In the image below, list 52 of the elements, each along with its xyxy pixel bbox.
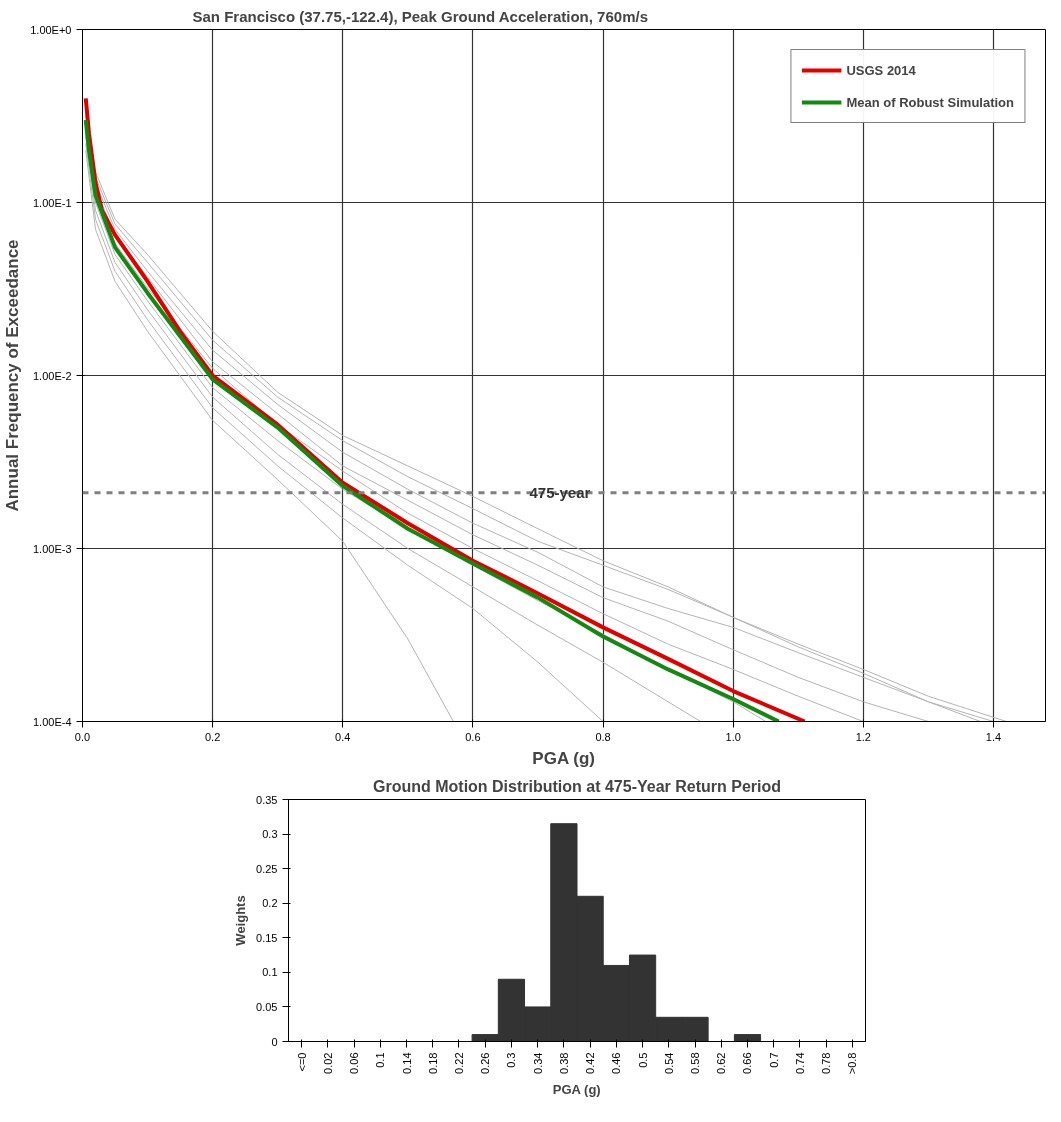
- x-tick-label: 0.0: [74, 730, 91, 743]
- x-tick-label: 0.42: [584, 1052, 597, 1074]
- ref-line-label: 475-year: [529, 483, 591, 501]
- y-tick-label: 0.15: [256, 931, 278, 944]
- y-tick-label: 1.00E-3: [32, 542, 72, 555]
- y-tick-label: 1.00E-4: [32, 715, 72, 728]
- x-tick-label: 0.06: [348, 1052, 361, 1074]
- x-tick-label: 0.6: [465, 730, 481, 743]
- x-tick-label: <=0: [295, 1052, 308, 1072]
- y-tick-label: 0.1: [262, 966, 278, 979]
- legend-label: USGS 2014: [846, 62, 916, 78]
- x-axis-title: PGA (g): [552, 1082, 601, 1098]
- legend-label: Mean of Robust Simulation: [846, 94, 1014, 110]
- y-tick-label: 0.05: [256, 1000, 278, 1013]
- x-tick-label: 0.78: [820, 1052, 833, 1074]
- x-tick-label: 0.14: [400, 1052, 413, 1074]
- x-tick-label: 0.34: [531, 1052, 544, 1074]
- y-tick-label: 0.3: [262, 828, 278, 841]
- x-tick-label: 0.7: [767, 1052, 780, 1068]
- x-tick-label: 0.02: [321, 1052, 334, 1074]
- y-tick-label: 0.2: [262, 897, 278, 910]
- x-tick-label: 0.58: [689, 1052, 702, 1074]
- y-tick-label: 0: [271, 1035, 278, 1048]
- x-tick-label: 0.54: [662, 1052, 675, 1074]
- x-tick-label: 0.22: [452, 1052, 465, 1074]
- x-tick-label: 0.46: [610, 1052, 623, 1074]
- x-tick-label: >0.8: [846, 1052, 859, 1075]
- chart-title: San Francisco (37.75,-122.4), Peak Ground Acceleration, 760m/s: [192, 7, 648, 25]
- x-tick-label: 0.26: [479, 1052, 492, 1074]
- y-axis-title: Weights: [233, 895, 249, 946]
- x-tick-label: 0.1: [374, 1052, 387, 1068]
- y-tick-label: 0.25: [256, 862, 278, 875]
- chart-title: Ground Motion Distribution at 475-Year Return Period: [372, 777, 782, 795]
- x-axis-title: PGA (g): [532, 748, 596, 768]
- x-tick-label: 0.62: [715, 1052, 728, 1074]
- x-tick-label: 0.74: [793, 1052, 806, 1074]
- x-tick-label: 0.4: [335, 730, 351, 743]
- x-tick-label: 1.2: [855, 730, 871, 743]
- y-tick-label: 1.00E-2: [32, 369, 72, 382]
- x-tick-label: 1.4: [985, 730, 1002, 743]
- x-tick-label: 0.8: [595, 730, 611, 743]
- y-tick-label: 1.00E+0: [30, 23, 72, 36]
- x-tick-label: 0.66: [741, 1052, 754, 1074]
- x-tick-label: 0.5: [636, 1052, 649, 1068]
- x-tick-label: 0.3: [505, 1052, 518, 1068]
- y-tick-label: 1.00E-1: [32, 196, 72, 209]
- x-tick-label: 1.0: [725, 730, 741, 743]
- x-tick-label: 0.18: [426, 1052, 439, 1074]
- y-axis-title: Annual Frequency of Exceedance: [3, 239, 23, 512]
- x-tick-label: 0.2: [204, 730, 221, 743]
- x-tick-label: 0.38: [557, 1052, 570, 1074]
- y-tick-label: 0.35: [256, 793, 278, 806]
